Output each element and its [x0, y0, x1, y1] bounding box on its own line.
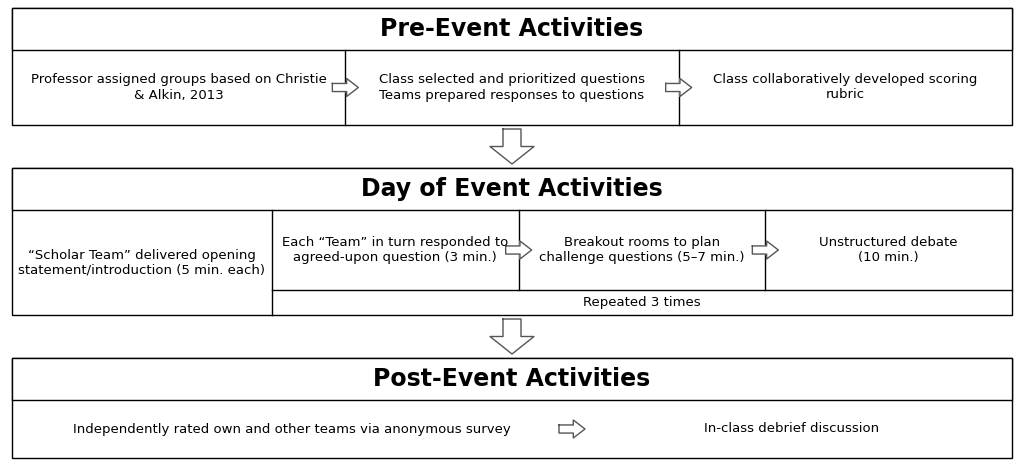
Polygon shape [559, 420, 585, 438]
Text: Class collaboratively developed scoring
rubric: Class collaboratively developed scoring … [713, 74, 978, 102]
Text: Pre-Event Activities: Pre-Event Activities [380, 17, 644, 41]
Polygon shape [506, 241, 531, 259]
Text: Each “Team” in turn responded to
agreed-upon question (3 min.): Each “Team” in turn responded to agreed-… [283, 236, 509, 264]
Bar [12, 168, 1012, 210]
Bar [12, 168, 1012, 315]
Text: Independently rated own and other teams via anonymous survey: Independently rated own and other teams … [73, 423, 511, 436]
Text: Breakout rooms to plan
challenge questions (5–7 min.): Breakout rooms to plan challenge questio… [540, 236, 744, 264]
Polygon shape [490, 319, 534, 354]
Text: “Scholar Team” delivered opening
statement/introduction (5 min. each): “Scholar Team” delivered opening stateme… [18, 248, 265, 276]
Text: Repeated 3 times: Repeated 3 times [584, 296, 700, 309]
Polygon shape [666, 78, 691, 96]
Polygon shape [753, 241, 778, 259]
Text: Day of Event Activities: Day of Event Activities [361, 177, 663, 201]
Text: Class selected and prioritized questions
Teams prepared responses to questions: Class selected and prioritized questions… [379, 74, 645, 102]
Polygon shape [490, 129, 534, 164]
Text: Unstructured debate
(10 min.): Unstructured debate (10 min.) [819, 236, 957, 264]
Bar [12, 358, 1012, 458]
Text: Post-Event Activities: Post-Event Activities [374, 367, 650, 391]
Bar [12, 8, 1012, 125]
Bar [12, 8, 1012, 50]
Bar [12, 358, 1012, 400]
Polygon shape [333, 78, 358, 96]
Text: Professor assigned groups based on Christie
& Alkin, 2013: Professor assigned groups based on Chris… [31, 74, 327, 102]
Text: In-class debrief discussion: In-class debrief discussion [705, 423, 880, 436]
